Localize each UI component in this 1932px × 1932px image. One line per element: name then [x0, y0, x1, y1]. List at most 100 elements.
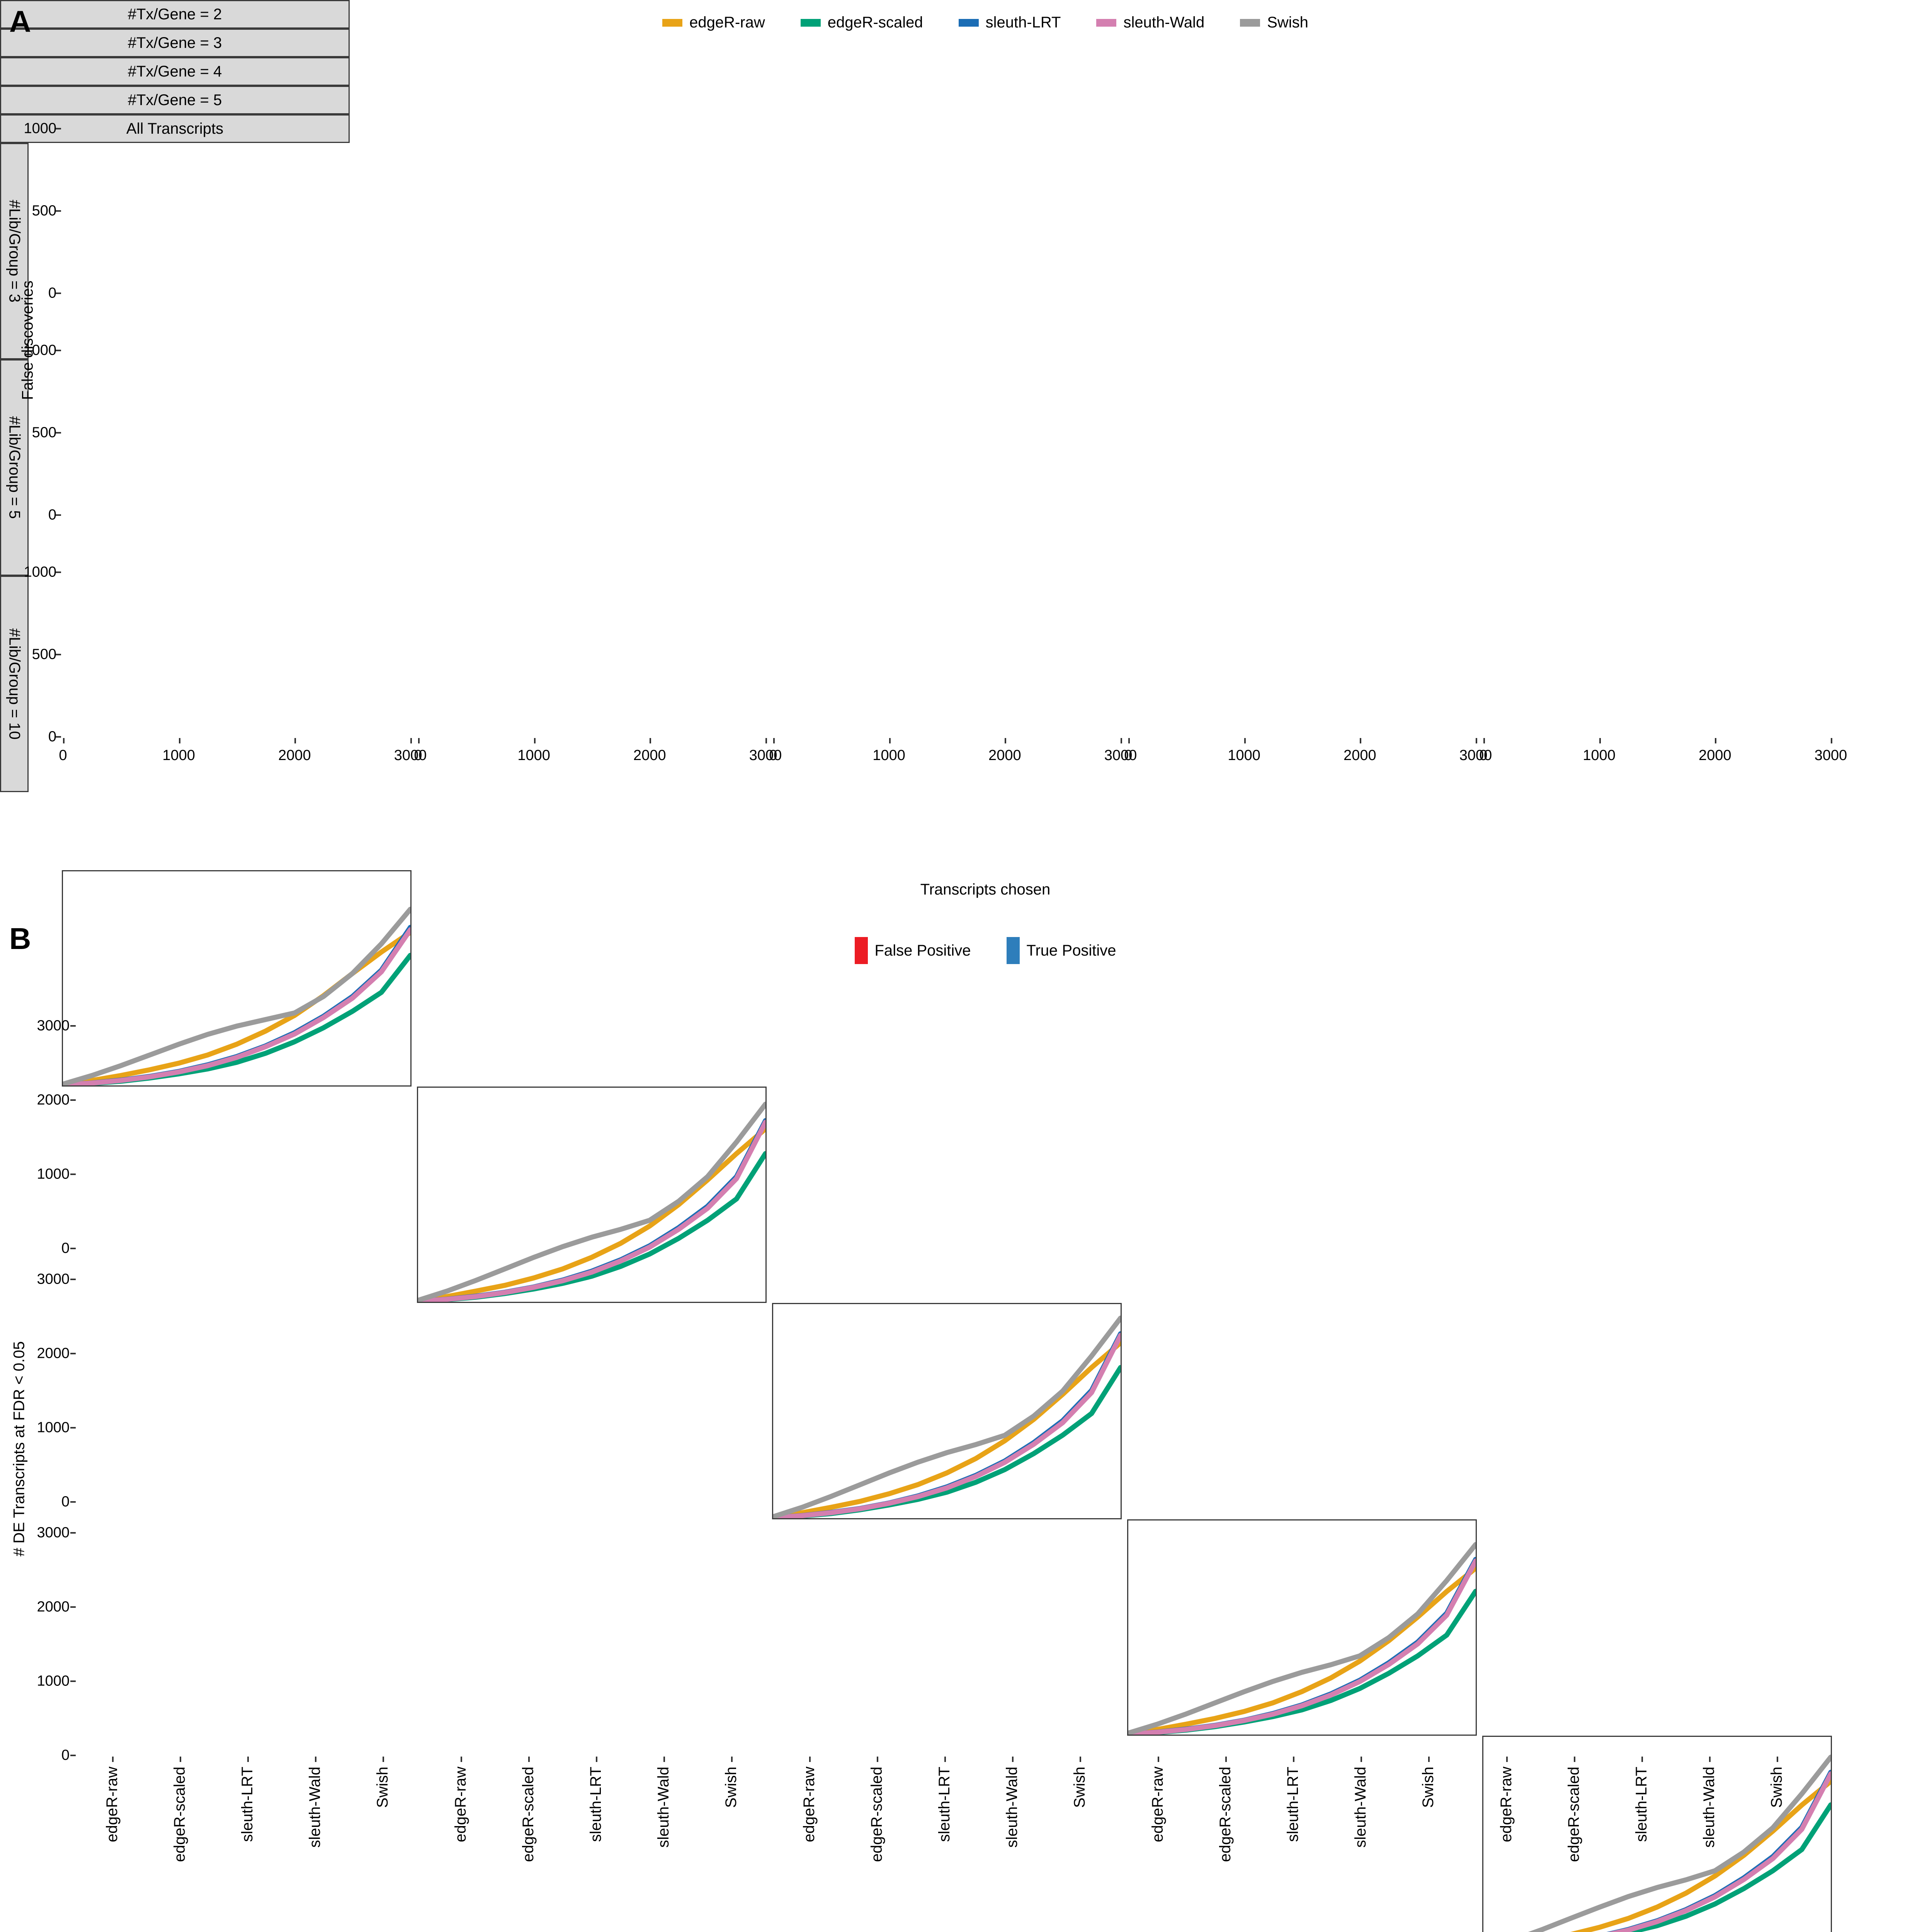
- panel-b-y-tick: 3000: [37, 1524, 70, 1541]
- panel-a-y-tick: 1000: [24, 342, 56, 359]
- legend-a-swatch: [1096, 19, 1117, 27]
- panel-a-x-tick: 0: [59, 747, 67, 764]
- panel-b-x-category: edgeR-scaled: [520, 1767, 537, 1862]
- panel-b-x-tickmark: [382, 1757, 384, 1762]
- panel-a-facet: [1127, 1519, 1477, 1736]
- panel-a-y-tickmark: [56, 571, 61, 573]
- panel-a-x-tick: 3000: [1814, 747, 1847, 764]
- panel-a-row-strip: #Lib/Group = 10: [0, 576, 29, 792]
- panel-b-x-tickmark: [596, 1757, 597, 1762]
- panel-a-x-tickmark: [1128, 738, 1130, 743]
- panel-a-y-tickmark: [56, 128, 61, 129]
- panel-b-x-category: sleuth-LRT: [1633, 1767, 1650, 1842]
- panel-a-facet: [772, 1303, 1122, 1519]
- panel-a-x-tickmark: [650, 738, 651, 743]
- panel-a-x-tickmark: [1831, 738, 1832, 743]
- panel-a-x-tick: 0: [1124, 747, 1133, 764]
- panel-a-y-tickmark: [56, 736, 61, 738]
- legend-b-item: True Positive: [1006, 937, 1116, 964]
- panel-b-x-tickmark: [877, 1757, 879, 1762]
- panel-a-y-tickmark: [56, 514, 61, 516]
- legend-a-label: sleuth-Wald: [1123, 14, 1205, 31]
- panel-a-x-tickmark: [1121, 738, 1122, 743]
- panel-b-x-tickmark: [1360, 1757, 1362, 1762]
- panel-b-y-tick: 0: [61, 1240, 70, 1257]
- panel-a-y-tickmark: [56, 653, 61, 655]
- panel-b-x-category: edgeR-scaled: [1565, 1767, 1583, 1862]
- panel-a-x-tickmark: [1360, 738, 1362, 743]
- panel-a-x-tick: 1000: [1583, 747, 1616, 764]
- panel-a-x-tick: 1000: [872, 747, 905, 764]
- panel-a-x-tick: 1000: [162, 747, 195, 764]
- panel-a-x-tick: 1000: [1228, 747, 1260, 764]
- panel-b-legend: False Positive True Positive: [0, 937, 1932, 964]
- panel-b-x-tickmark: [809, 1757, 811, 1762]
- panel-b-y-tick: 1000: [37, 1673, 70, 1689]
- legend-a-label: edgeR-raw: [689, 14, 765, 31]
- panel-a-x-tickmark: [1715, 738, 1717, 743]
- panel-b-y-tick: 1000: [37, 1166, 70, 1182]
- panel-b-x-category: Swish: [1419, 1767, 1437, 1808]
- panel-a-x-tickmark: [1599, 738, 1601, 743]
- legend-a-swatch: [662, 19, 683, 27]
- panel-b-y-tickmark: [70, 1099, 76, 1101]
- panel-b-y-tickmark: [70, 1278, 76, 1280]
- legend-a-swatch: [958, 19, 979, 27]
- panel-b-x-tickmark: [1012, 1757, 1014, 1762]
- panel-b-x-category: Swish: [722, 1767, 740, 1808]
- panel-a-row-strip: #Lib/Group = 3: [0, 143, 29, 359]
- panel-a-y-axis-label: False discoveries: [19, 280, 36, 400]
- panel-b-x-tickmark: [180, 1757, 182, 1762]
- panel-b-x-tickmark: [528, 1757, 530, 1762]
- panel-b-x-category: sleuth-Wald: [1352, 1767, 1369, 1848]
- panel-b-x-tickmark: [1506, 1757, 1508, 1762]
- panel-a-col-strip: #Tx/Gene = 4: [0, 57, 350, 86]
- panel-a-legend: edgeR-raw edgeR-scaled sleuth-LRT sleuth-Wa…: [0, 14, 1932, 31]
- panel-a-x-tickmark: [534, 738, 536, 743]
- panel-a-x-axis-label: Transcripts chosen: [920, 881, 1051, 898]
- panel-a-x-tick: 2000: [988, 747, 1021, 764]
- panel-b-x-category: sleuth-LRT: [239, 1767, 256, 1842]
- legend-a-swatch: [1240, 19, 1260, 27]
- panel-b-x-category: Swish: [1768, 1767, 1785, 1808]
- panel-b-x-tickmark: [315, 1757, 316, 1762]
- panel-a-col-strip: #Tx/Gene = 3: [0, 29, 350, 57]
- panel-b-x-tickmark: [944, 1757, 946, 1762]
- panel-b-x-category: edgeR-scaled: [1217, 1767, 1234, 1862]
- panel-a-letter: A: [9, 4, 31, 38]
- panel-a-x-tickmark: [410, 738, 412, 743]
- panel-a-y-tick: 500: [32, 202, 56, 219]
- legend-b-swatch: [1006, 937, 1020, 964]
- panel-a-x-tick: 2000: [633, 747, 666, 764]
- panel-a-x-tickmark: [1005, 738, 1007, 743]
- panel-a-facet: [62, 870, 412, 1087]
- panel-b-y-tick: 2000: [37, 1345, 70, 1362]
- panel-b-x-category: sleuth-LRT: [587, 1767, 604, 1842]
- panel-a-x-tick: 0: [414, 747, 422, 764]
- panel-a-y-tick: 500: [32, 646, 56, 663]
- panel-b-x-category: edgeR-scaled: [171, 1767, 189, 1862]
- panel-b-y-tickmark: [70, 1025, 76, 1027]
- panel-b-y-tickmark: [70, 1606, 76, 1608]
- legend-a-swatch: [800, 19, 821, 27]
- legend-b-swatch: [854, 937, 868, 964]
- panel-b-x-category: edgeR-raw: [801, 1767, 818, 1842]
- panel-a-facet: [1482, 1736, 1832, 1932]
- panel-b-x-category: edgeR-raw: [452, 1767, 469, 1842]
- panel-b-x-category: edgeR-raw: [1498, 1767, 1515, 1842]
- panel-b-y-tickmark: [70, 1248, 76, 1249]
- panel-b-x-tickmark: [112, 1757, 114, 1762]
- panel-b-x-tickmark: [1225, 1757, 1227, 1762]
- panel-a-x-tickmark: [773, 738, 775, 743]
- panel-b-x-tickmark: [1158, 1757, 1160, 1762]
- panel-b-y-tick: 3000: [37, 1271, 70, 1287]
- panel-b-y-tickmark: [70, 1680, 76, 1682]
- panel-b-y-tick: 3000: [37, 1017, 70, 1034]
- panel-b-x-tickmark: [1776, 1757, 1778, 1762]
- panel-b-y-tick: 2000: [37, 1092, 70, 1108]
- legend-a-item: sleuth-Wald: [1096, 14, 1204, 31]
- panel-b-x-category: sleuth-Wald: [655, 1767, 672, 1848]
- panel-b-x-tickmark: [663, 1757, 665, 1762]
- panel-b-x-category: sleuth-Wald: [306, 1767, 323, 1848]
- panel-b-y-tickmark: [70, 1532, 76, 1534]
